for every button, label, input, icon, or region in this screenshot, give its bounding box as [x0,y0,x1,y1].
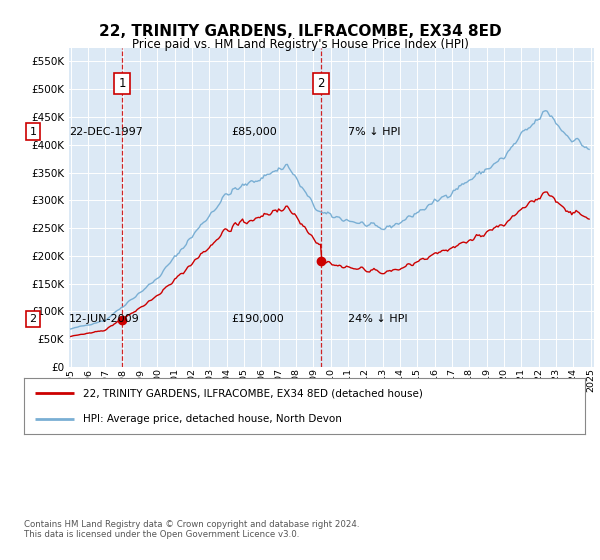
Text: 22-DEC-1997: 22-DEC-1997 [69,127,143,137]
Text: 24% ↓ HPI: 24% ↓ HPI [348,314,407,324]
Text: 22, TRINITY GARDENS, ILFRACOMBE, EX34 8ED: 22, TRINITY GARDENS, ILFRACOMBE, EX34 8E… [98,24,502,39]
Text: 12-JUN-2009: 12-JUN-2009 [69,314,140,324]
Text: £85,000: £85,000 [231,127,277,137]
Text: Price paid vs. HM Land Registry's House Price Index (HPI): Price paid vs. HM Land Registry's House … [131,38,469,51]
Text: £190,000: £190,000 [231,314,284,324]
Text: 2: 2 [29,314,37,324]
Text: 1: 1 [118,77,126,90]
Text: Contains HM Land Registry data © Crown copyright and database right 2024.
This d: Contains HM Land Registry data © Crown c… [24,520,359,539]
Text: 22, TRINITY GARDENS, ILFRACOMBE, EX34 8ED (detached house): 22, TRINITY GARDENS, ILFRACOMBE, EX34 8E… [83,388,423,398]
Text: 2: 2 [317,77,325,90]
Text: 1: 1 [29,127,37,137]
Text: HPI: Average price, detached house, North Devon: HPI: Average price, detached house, Nort… [83,414,342,424]
Text: 7% ↓ HPI: 7% ↓ HPI [348,127,401,137]
